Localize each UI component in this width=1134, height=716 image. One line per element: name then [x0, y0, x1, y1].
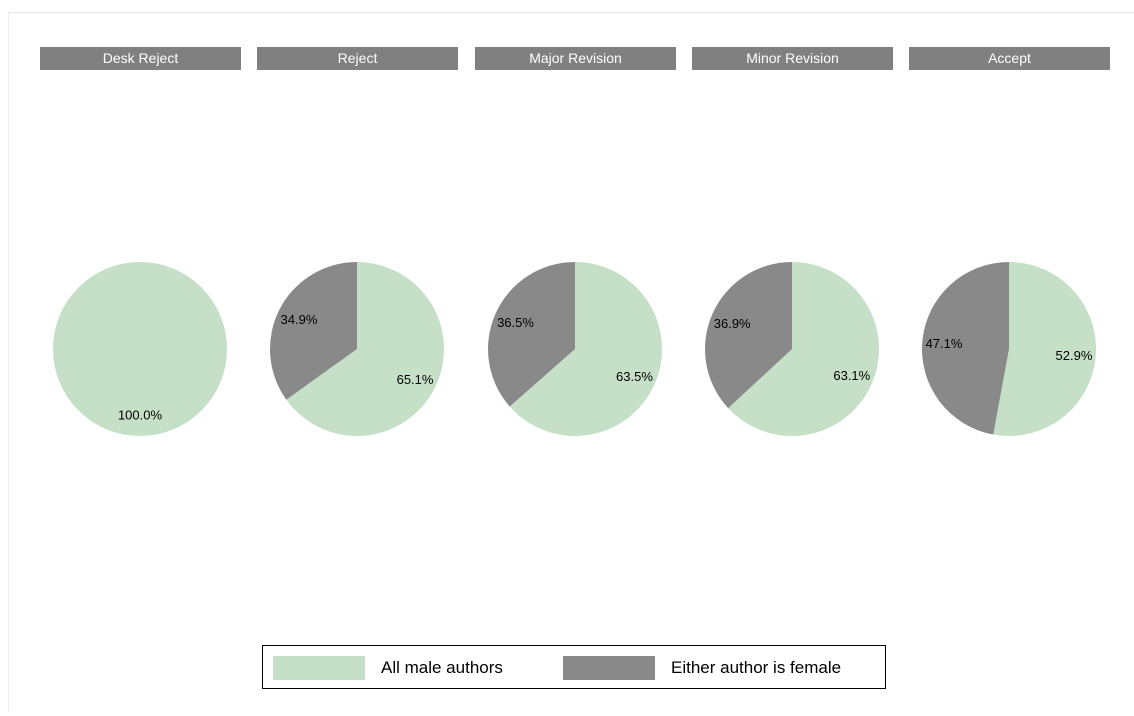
pie-slice-reject-female [270, 262, 357, 400]
panel-header-desk-reject: Desk Reject [40, 47, 241, 70]
pie-slice-major-revision-male [509, 262, 662, 436]
pie-label-accept-female: 47.1% [926, 336, 963, 351]
pie-label-minor-revision-male: 63.1% [833, 368, 870, 383]
panel-header-reject: Reject [257, 47, 458, 70]
pie-slice-major-revision-female [487, 262, 575, 407]
legend-label-male: All male authors [381, 658, 503, 677]
legend-swatch-female [563, 656, 655, 680]
pie-slice-desk-reject-male [53, 262, 227, 436]
pie-label-desk-reject-male: 100.0% [118, 407, 163, 422]
pie-slice-reject-male [286, 262, 444, 436]
legend-swatch-male [273, 656, 365, 680]
pie-label-minor-revision-female: 36.9% [714, 316, 751, 331]
chart-frame [8, 12, 1134, 712]
panel-header-minor-revision: Minor Revision [692, 47, 893, 70]
legend: All male authors Either author is female [262, 645, 886, 689]
pie-label-accept-male: 52.9% [1056, 348, 1093, 363]
pie-slice-accept-male [993, 262, 1096, 436]
legend-label-female: Either author is female [671, 658, 842, 677]
pie-label-reject-female: 34.9% [281, 312, 318, 327]
pie-label-reject-male: 65.1% [397, 372, 434, 387]
panel-header-accept: Accept [909, 47, 1110, 70]
pie-slice-accept-female [922, 262, 1009, 435]
pie-label-major-revision-male: 63.5% [616, 369, 653, 384]
panel-header-major-revision: Major Revision [475, 47, 676, 70]
pie-slice-minor-revision-female [705, 262, 792, 409]
pie-label-major-revision-female: 36.5% [497, 315, 534, 330]
pie-slice-minor-revision-male [728, 262, 879, 436]
